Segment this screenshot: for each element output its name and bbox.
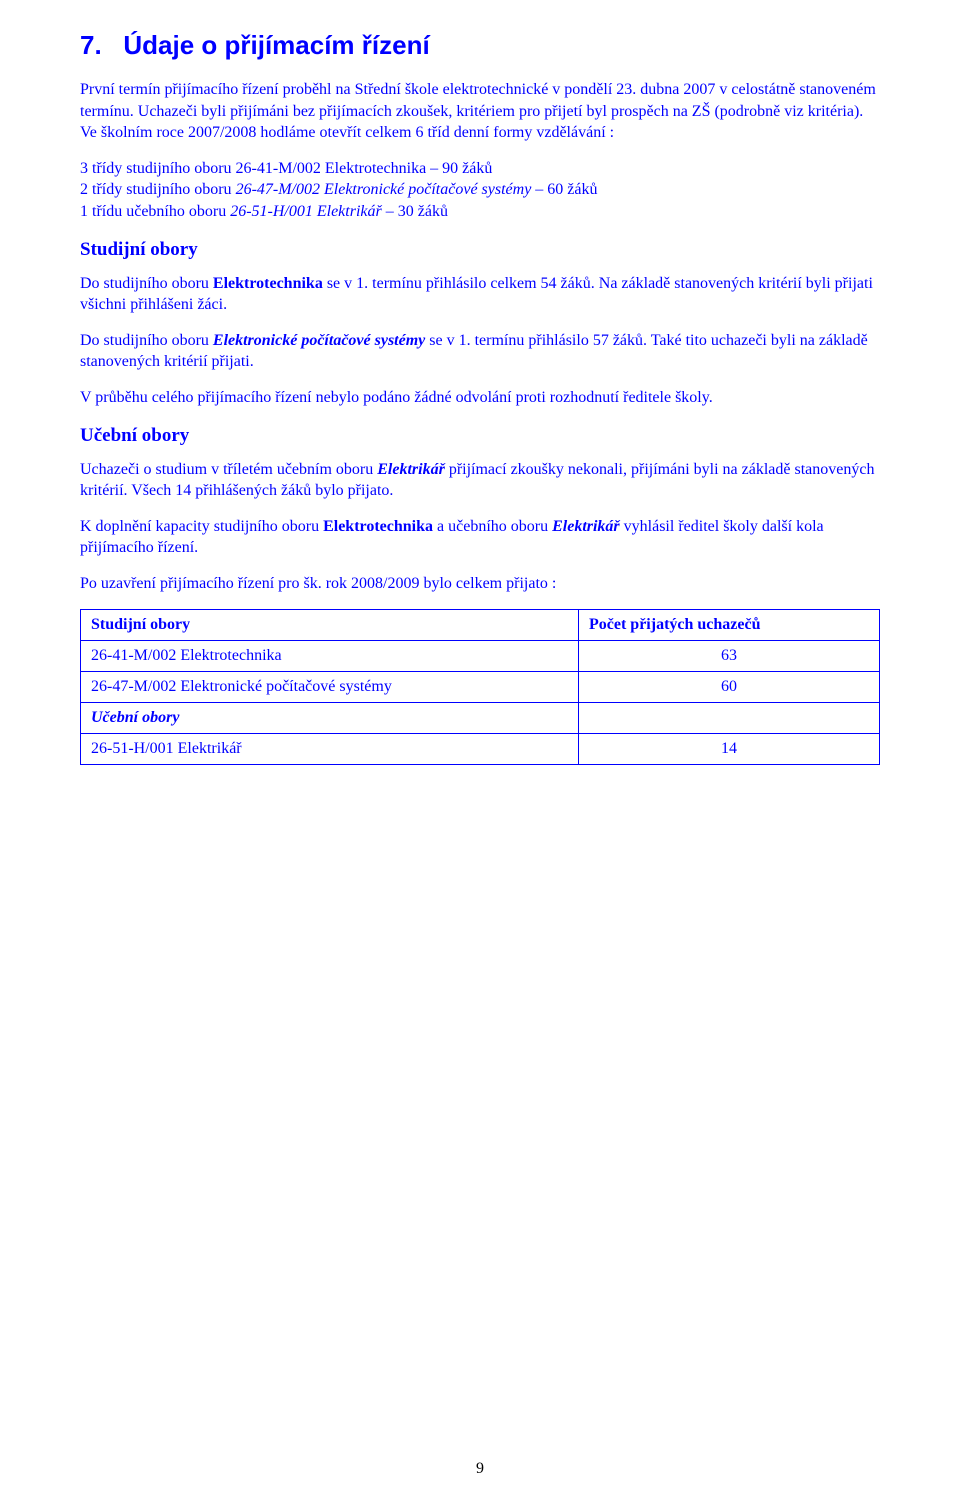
pocitacove-systemy-paragraph: Do studijního oboru Elektronické počítač…: [80, 330, 880, 373]
intro-paragraph: První termín přijímacího řízení proběhl …: [80, 79, 880, 144]
page-number: 9: [0, 1460, 960, 1478]
list-item: 1 třídu učebního oboru 26-51-H/001 Elekt…: [80, 201, 880, 223]
text-run: Do studijního oboru: [80, 332, 213, 349]
uzavreni-paragraph: Po uzavření přijímacího řízení pro šk. r…: [80, 573, 880, 595]
classes-list: 3 třídy studijního oboru 26-41-M/002 Ele…: [80, 158, 880, 223]
text-run: Do studijního oboru: [80, 275, 213, 292]
list-item-suffix: – 60 žáků: [531, 181, 597, 198]
list-item-prefix: 2 třídy studijního oboru: [80, 181, 236, 198]
section-title-text: Údaje o přijímacím řízení: [123, 30, 429, 60]
table-row: 26-47-M/002 Elektronické počítačové syst…: [81, 671, 880, 702]
elektrikar-paragraph: Uchazeči o studium v tříletém učebním ob…: [80, 459, 880, 502]
studijni-obory-heading: Studijní obory: [80, 239, 880, 261]
table-cell-value: 63: [579, 640, 880, 671]
table-cell-value: 14: [579, 733, 880, 764]
ucebni-obory-heading: Učební obory: [80, 425, 880, 447]
table-header-right: Počet přijatých uchazečů: [579, 609, 880, 640]
table-cell-label: 26-47-M/002 Elektronické počítačové syst…: [81, 671, 579, 702]
document-page: 7. Údaje o přijímacím řízení První termí…: [0, 0, 960, 1498]
list-item-code: 26-51-H/001 Elektrikář: [230, 203, 382, 220]
text-run: a učebního oboru: [433, 518, 552, 535]
odvolani-paragraph: V průběhu celého přijímacího řízení neby…: [80, 387, 880, 409]
text-run: K doplnění kapacity studijního oboru: [80, 518, 323, 535]
doplneni-paragraph: K doplnění kapacity studijního oboru Ele…: [80, 516, 880, 559]
elektrotechnika-paragraph: Do studijního oboru Elektrotechnika se v…: [80, 273, 880, 316]
field-name: Elektrotechnika: [213, 275, 323, 292]
table-row: 26-41-M/002 Elektrotechnika 63: [81, 640, 880, 671]
table-subheader-label: Učební obory: [81, 702, 579, 733]
table-header-row: Studijní obory Počet přijatých uchazečů: [81, 609, 880, 640]
list-item: 2 třídy studijního oboru 26-47-M/002 Ele…: [80, 179, 880, 201]
section-heading: 7. Údaje o přijímacím řízení: [80, 30, 880, 61]
table-header-left: Studijní obory: [81, 609, 579, 640]
accepted-students-table: Studijní obory Počet přijatých uchazečů …: [80, 609, 880, 765]
table-cell-value: 60: [579, 671, 880, 702]
field-name: Elektrikář: [552, 518, 620, 535]
list-item-prefix: 1 třídu učebního oboru: [80, 203, 230, 220]
table-row: 26-51-H/001 Elektrikář 14: [81, 733, 880, 764]
field-name: Elektrotechnika: [323, 518, 433, 535]
field-name: Elektronické počítačové systémy: [213, 332, 425, 349]
list-item: 3 třídy studijního oboru 26-41-M/002 Ele…: [80, 158, 880, 180]
intro-sentence-2: Uchazeči byli přijímáni bez přijímacích …: [80, 103, 863, 142]
table-subheader-row: Učební obory: [81, 702, 880, 733]
list-item-suffix: – 30 žáků: [382, 203, 448, 220]
section-number: 7.: [80, 30, 102, 60]
list-item-code: 26-47-M/002 Elektronické počítačové syst…: [236, 181, 532, 198]
table-cell-empty: [579, 702, 880, 733]
table-cell-label: 26-51-H/001 Elektrikář: [81, 733, 579, 764]
text-run: Uchazeči o studium v tříletém učebním ob…: [80, 461, 377, 478]
field-name: Elektrikář: [377, 461, 445, 478]
table-cell-label: 26-41-M/002 Elektrotechnika: [81, 640, 579, 671]
